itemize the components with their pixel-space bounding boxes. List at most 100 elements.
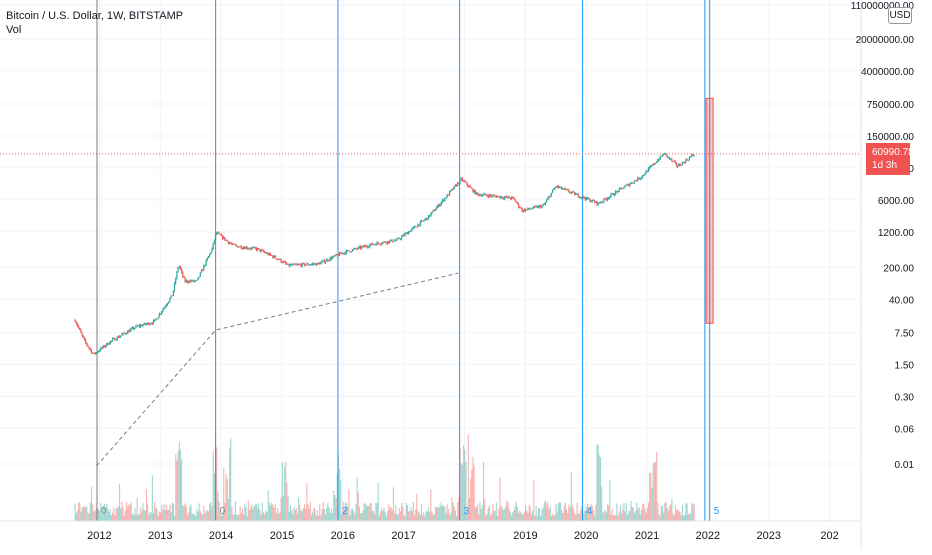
volume-bar	[143, 509, 145, 521]
volume-bar	[505, 506, 507, 521]
candle-body	[159, 313, 162, 315]
candle-body	[692, 154, 694, 156]
candle-body	[274, 255, 276, 259]
candle-body	[389, 240, 391, 243]
volume-bar	[394, 513, 396, 521]
volume-bar	[597, 444, 599, 521]
volume-bar	[341, 513, 343, 521]
volume-bar	[109, 509, 111, 521]
candle-body	[395, 240, 397, 241]
candle-body	[466, 182, 468, 186]
volume-bar	[383, 507, 385, 521]
candle-body	[636, 180, 638, 182]
candle-body	[667, 156, 669, 158]
volume-bar	[379, 511, 382, 521]
candle-body	[524, 209, 527, 212]
volume-bar	[122, 507, 124, 521]
volume-bar	[252, 508, 254, 521]
volume-bar	[368, 506, 370, 521]
volume-bar	[364, 503, 366, 521]
candle-body	[295, 264, 297, 266]
candle-body	[130, 328, 132, 330]
candle-body	[287, 263, 289, 265]
volume-bar	[439, 502, 441, 521]
vertical-lines: 0 0 2 3 4 5	[96, 0, 720, 521]
candle-body	[320, 262, 322, 265]
volume-bar	[660, 506, 662, 521]
candle-body	[543, 204, 545, 205]
volume-bar	[279, 512, 281, 521]
candle-body	[171, 295, 173, 297]
candle-body	[245, 247, 247, 249]
volume-bar	[560, 502, 562, 521]
volume-bar	[486, 513, 488, 521]
volume-bar	[643, 504, 645, 521]
candle-body	[219, 233, 221, 235]
volume-bar	[464, 449, 466, 521]
y-tick-label: 7.50	[895, 329, 915, 340]
candle-body	[304, 264, 307, 266]
candle-body	[563, 188, 565, 190]
volume-bar	[169, 504, 171, 521]
volume-bar	[196, 508, 198, 521]
candle-body	[548, 196, 550, 199]
volume-bar	[83, 506, 86, 521]
volume-bar	[107, 508, 109, 521]
candle-body	[406, 232, 408, 235]
volume-bar	[99, 510, 101, 521]
candle-body	[392, 241, 394, 243]
candle-body	[447, 194, 449, 196]
candle-body	[688, 157, 690, 160]
candle-body	[475, 192, 478, 195]
volume-bar	[275, 513, 277, 521]
candle-body	[89, 348, 91, 350]
volume-bar	[693, 503, 695, 521]
candle-body	[623, 187, 625, 189]
candle-body	[280, 258, 282, 263]
volume-bar	[328, 506, 330, 521]
volume-bar	[475, 506, 478, 521]
volume-bar	[506, 499, 508, 521]
volume-bar	[261, 502, 263, 521]
candle-body	[604, 198, 606, 200]
volume-bar	[232, 514, 234, 521]
volume-bar	[447, 508, 449, 521]
volume-bar	[349, 515, 351, 521]
volume-bar	[568, 504, 570, 521]
volume-bar	[623, 503, 625, 521]
volume-bar	[535, 505, 537, 521]
candle-body	[233, 243, 235, 245]
candle-body	[464, 180, 466, 182]
candle-body	[458, 182, 460, 184]
candle-body	[537, 206, 540, 208]
currency-button[interactable]: USD	[888, 7, 912, 24]
volume-bar	[191, 513, 193, 521]
volume-bar	[540, 515, 542, 521]
candle-body	[348, 250, 350, 252]
volume-bar	[202, 514, 204, 521]
volume-bar	[347, 506, 349, 521]
volume-bar	[120, 508, 122, 521]
volume-bar	[644, 508, 646, 521]
volume-bar	[670, 504, 672, 521]
volume-bar	[484, 499, 486, 521]
candle-body	[135, 325, 137, 328]
candle-body	[335, 254, 337, 256]
candle-body	[147, 322, 149, 324]
candle-body	[285, 262, 287, 264]
volume-bar	[254, 504, 256, 521]
symbol-title[interactable]: Bitcoin / U.S. Dollar, 1W, BITSTAMP	[6, 10, 184, 22]
candle-body	[459, 179, 461, 184]
volume-bar	[370, 503, 372, 521]
candle-body	[571, 191, 573, 193]
candle-body	[258, 248, 260, 250]
candle-body	[220, 234, 222, 236]
candle-body	[398, 238, 400, 240]
volume-bar	[391, 509, 393, 521]
candle-body	[303, 263, 306, 266]
candle-body	[505, 196, 507, 198]
candle-body	[660, 156, 662, 157]
volume-label[interactable]: Vol	[6, 24, 22, 36]
